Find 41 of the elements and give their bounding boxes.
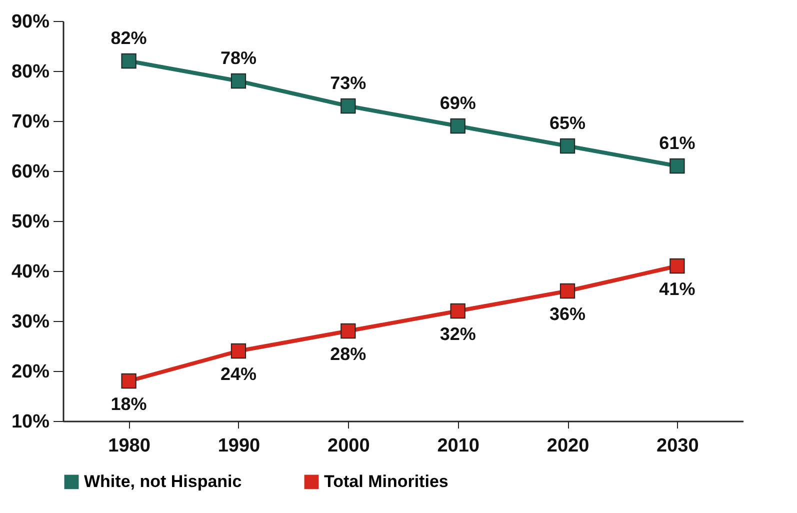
y-tick-label: 80% xyxy=(11,62,50,82)
point xyxy=(450,118,466,134)
x-tick-label: 2010 xyxy=(437,436,480,456)
y-tick-label: 30% xyxy=(11,312,50,332)
data-label: 28% xyxy=(330,344,366,364)
x-tick-label: 2020 xyxy=(546,436,590,456)
y-tick-label: 20% xyxy=(11,362,50,382)
point xyxy=(340,323,356,339)
data-label: 36% xyxy=(550,304,586,324)
point xyxy=(230,343,246,359)
x-tick-label: 1980 xyxy=(108,436,150,456)
data-label: 65% xyxy=(550,113,586,133)
legend-label: Total Minorities xyxy=(324,472,448,491)
data-label: 18% xyxy=(110,394,147,414)
y-tick-label: 70% xyxy=(11,112,50,132)
y-tick-label: 10% xyxy=(11,412,50,432)
point xyxy=(340,98,356,114)
x-tick-label: 2000 xyxy=(328,436,370,456)
y-tick-label: 90% xyxy=(11,12,50,32)
data-label: 73% xyxy=(330,73,366,93)
y-tick-label: 50% xyxy=(11,212,50,232)
data-label: 82% xyxy=(110,28,147,48)
legend-label: White, not Hispanic xyxy=(84,472,242,491)
y-tick-label: 60% xyxy=(11,162,50,182)
data-label: 41% xyxy=(659,279,696,299)
data-label: 61% xyxy=(659,133,696,153)
data-label: 78% xyxy=(220,48,256,68)
point xyxy=(121,53,136,69)
data-label: 24% xyxy=(220,364,256,384)
data-label: 32% xyxy=(440,324,476,344)
x-tick-label: 2030 xyxy=(656,436,699,456)
point xyxy=(670,258,685,274)
point xyxy=(230,73,246,89)
point xyxy=(560,283,576,299)
point xyxy=(670,158,685,174)
x-tick-label: 1990 xyxy=(218,436,260,456)
data-label: 69% xyxy=(440,93,476,113)
point xyxy=(121,373,136,389)
point xyxy=(450,303,466,319)
point xyxy=(560,138,576,154)
y-tick-label: 40% xyxy=(11,262,50,282)
